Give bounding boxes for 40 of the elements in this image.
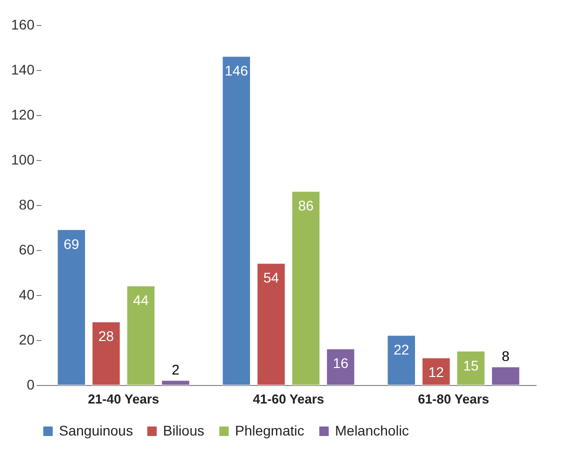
bar xyxy=(326,348,355,386)
y-tick-label: 100 xyxy=(11,152,35,168)
bar xyxy=(422,358,450,386)
bar xyxy=(387,335,416,386)
y-tick-label: 60 xyxy=(18,242,35,258)
data-label: 86 xyxy=(298,198,314,214)
bar xyxy=(456,351,486,386)
bar xyxy=(491,366,520,386)
y-tick-label: 80 xyxy=(18,196,35,212)
legend-label: Melancholic xyxy=(335,422,409,438)
data-label: 2 xyxy=(172,362,180,378)
data-label: 22 xyxy=(394,342,410,358)
y-tick-label: 140 xyxy=(11,62,35,78)
data-label: 44 xyxy=(133,292,149,308)
bar xyxy=(256,263,286,386)
y-tick-label: 0 xyxy=(26,376,35,392)
data-label: 69 xyxy=(64,236,80,252)
y-tick-label: 120 xyxy=(11,106,35,122)
data-label: 28 xyxy=(98,328,114,344)
legend-label: Phlegmatic xyxy=(235,422,304,438)
bar xyxy=(292,191,320,386)
data-label: 54 xyxy=(263,270,280,286)
y-tick-label: 40 xyxy=(18,286,35,302)
data-label: 16 xyxy=(332,355,349,371)
y-tick-label: 160 xyxy=(11,16,35,32)
bar xyxy=(57,230,86,386)
legend-label: Bilious xyxy=(163,422,204,438)
y-tick-label: 20 xyxy=(18,332,35,348)
bar xyxy=(161,380,190,386)
x-tick-label: 41-60 Years xyxy=(252,392,324,406)
bar xyxy=(222,56,251,386)
data-label: 146 xyxy=(224,62,248,78)
bar xyxy=(92,322,120,386)
legend-label: Sanguinous xyxy=(59,422,133,438)
x-tick-label: 21-40 Years xyxy=(88,392,160,406)
data-label: 8 xyxy=(502,348,510,364)
data-label: 15 xyxy=(463,357,479,374)
data-label: 12 xyxy=(428,364,444,380)
x-tick-label: 61-80 Years xyxy=(418,392,490,406)
bar xyxy=(126,286,156,386)
